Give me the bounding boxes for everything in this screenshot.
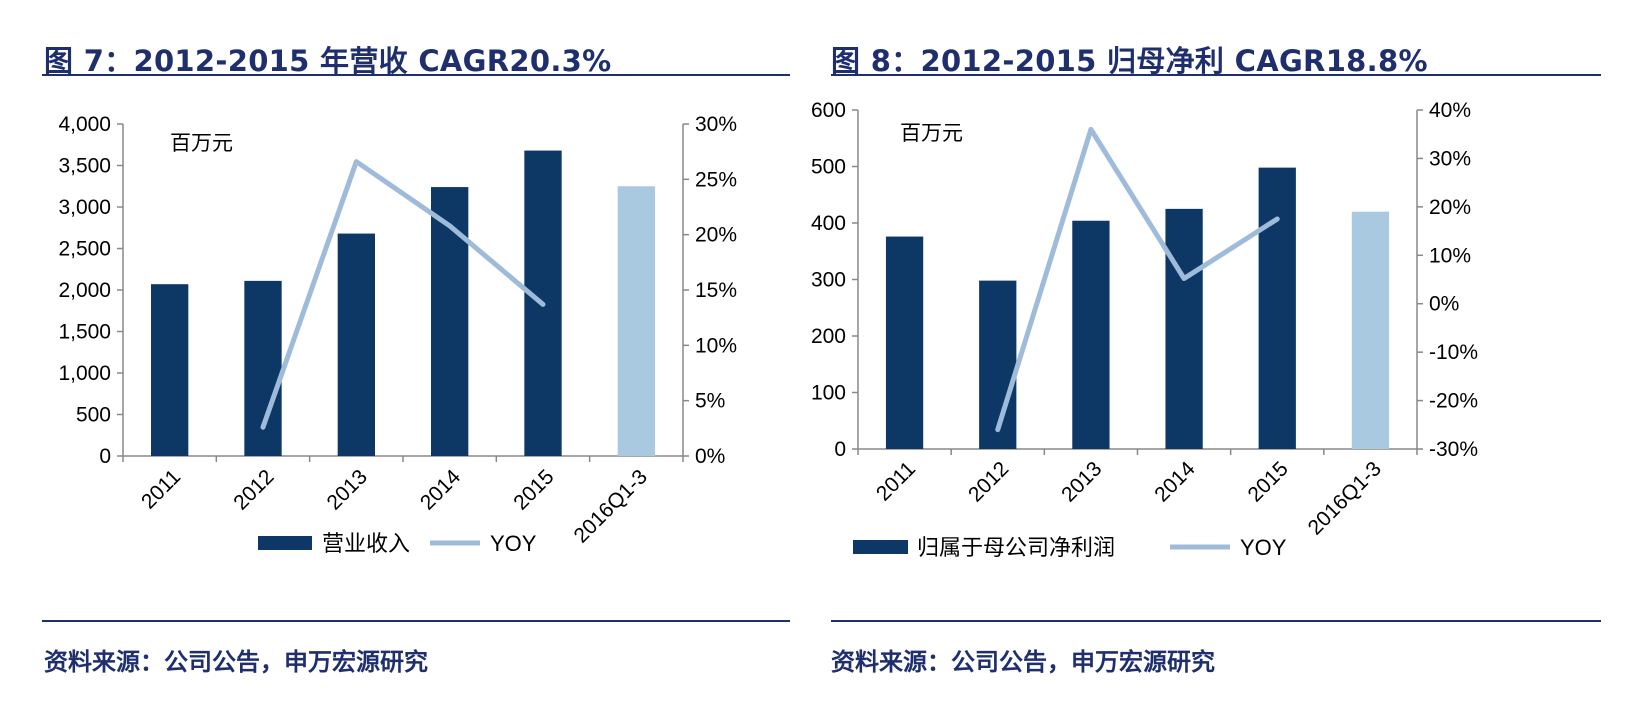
unit-label: 百万元 [900,122,963,145]
legend-bar-swatch [853,540,908,554]
y-tick-label-left: 500 [76,404,111,427]
yoy-line [260,159,546,430]
y-tick-label-left: 300 [811,269,846,292]
legend-bar-swatch [258,536,312,550]
title-rule [831,74,1601,76]
y-tick-label-right: 20% [695,224,737,247]
y-tick-label-left: 0 [99,445,111,468]
bar [1258,167,1296,449]
title-rule [42,74,790,76]
x-tick-label: 2011 [872,457,920,505]
y-tick-label-left: 500 [811,156,846,179]
x-tick-label: 2013 [323,465,372,514]
x-tick-label: 2012 [964,457,1013,506]
chart-title: 图 8：2012-2015 归母净利 CAGR18.8% [831,44,1428,78]
y-tick-label-left: 100 [811,382,846,405]
x-tick-label: 2013 [1057,457,1106,506]
bar [885,236,924,449]
source-rule [42,620,790,622]
y-tick-label-right: -30% [1429,438,1478,461]
y-tick-label-left: 200 [811,325,846,348]
y-tick-label-left: 0 [834,438,846,461]
bar [1351,211,1390,449]
y-tick-label-right: 40% [1429,99,1471,122]
y-tick-label-right: 5% [695,390,725,413]
x-tick-label: 2014 [416,465,466,515]
legend-bar-label: 营业收入 [322,531,410,556]
unit-label: 百万元 [170,132,233,155]
y-tick-label-right: 0% [1429,293,1459,316]
y-tick-label-right: 0% [695,445,725,468]
yoy-line [995,126,1280,433]
chart-panel-net-profit: 图 8：2012-2015 归母净利 CAGR18.8% 0 100 200 300 4… [811,0,1626,706]
y-tick-label-left: 2,500 [58,238,111,261]
bar [1165,208,1203,449]
x-tick-label: 2016Q1-3 [570,465,652,547]
y-tick-label-right: 20% [1429,196,1471,219]
x-tick-label: 2015 [1243,457,1292,506]
y-tick-label-right: 25% [695,168,737,191]
y-tick-label-left: 600 [811,99,846,122]
x-tick-label: 2012 [229,465,278,514]
chart-title: 图 7：2012-2015 年营收 CAGR20.3% [44,44,612,78]
legend-bar-label: 归属于母公司净利润 [917,535,1115,560]
y-tick-label-right: 10% [1429,244,1471,267]
revenue-chart: 0 500 1,000 1,500 2,000 2,500 3,000 3,500 4,000 0… [58,113,737,556]
x-tick-label: 2011 [137,465,185,513]
source-rule [831,620,1601,622]
x-tick-label: 2016Q1-3 [1304,457,1386,539]
bar [617,186,655,456]
y-tick-label-left: 400 [811,212,846,235]
y-tick-label-right: 10% [695,334,737,357]
source-note: 资料来源：公司公告，申万宏源研究 [831,648,1215,676]
net-profit-chart: 0 100 200 300 400 500 600 -30% -20% -10% 0% 10% 20% 3… [811,99,1478,560]
bar [979,280,1017,449]
y-tick-label-right: -10% [1429,341,1478,364]
y-tick-label-left: 1,500 [58,321,111,344]
legend-line-label: YOY [1240,535,1287,560]
bar [337,233,375,456]
x-tick-label: 2014 [1150,457,1200,507]
legend-line-label: YOY [490,531,537,556]
chart-panel-revenue: 图 7：2012-2015 年营收 CAGR20.3% 0 500 1,000 1,5… [42,44,790,676]
y-tick-label-left: 1,000 [58,362,111,385]
y-tick-label-right: 30% [695,113,737,136]
y-tick-label-left: 3,000 [58,196,111,219]
bar [244,280,282,456]
bar [151,284,189,456]
source-note: 资料来源：公司公告，申万宏源研究 [44,648,428,676]
y-tick-label-right: 30% [1429,147,1471,170]
bar [1072,220,1110,449]
y-tick-label-left: 3,500 [58,155,111,178]
y-tick-label-right: -20% [1429,390,1478,413]
y-tick-label-left: 2,000 [58,279,111,302]
x-tick-label: 2015 [509,465,558,514]
y-tick-label-left: 4,000 [58,113,111,136]
y-tick-label-right: 15% [695,279,737,302]
bar [431,187,469,456]
